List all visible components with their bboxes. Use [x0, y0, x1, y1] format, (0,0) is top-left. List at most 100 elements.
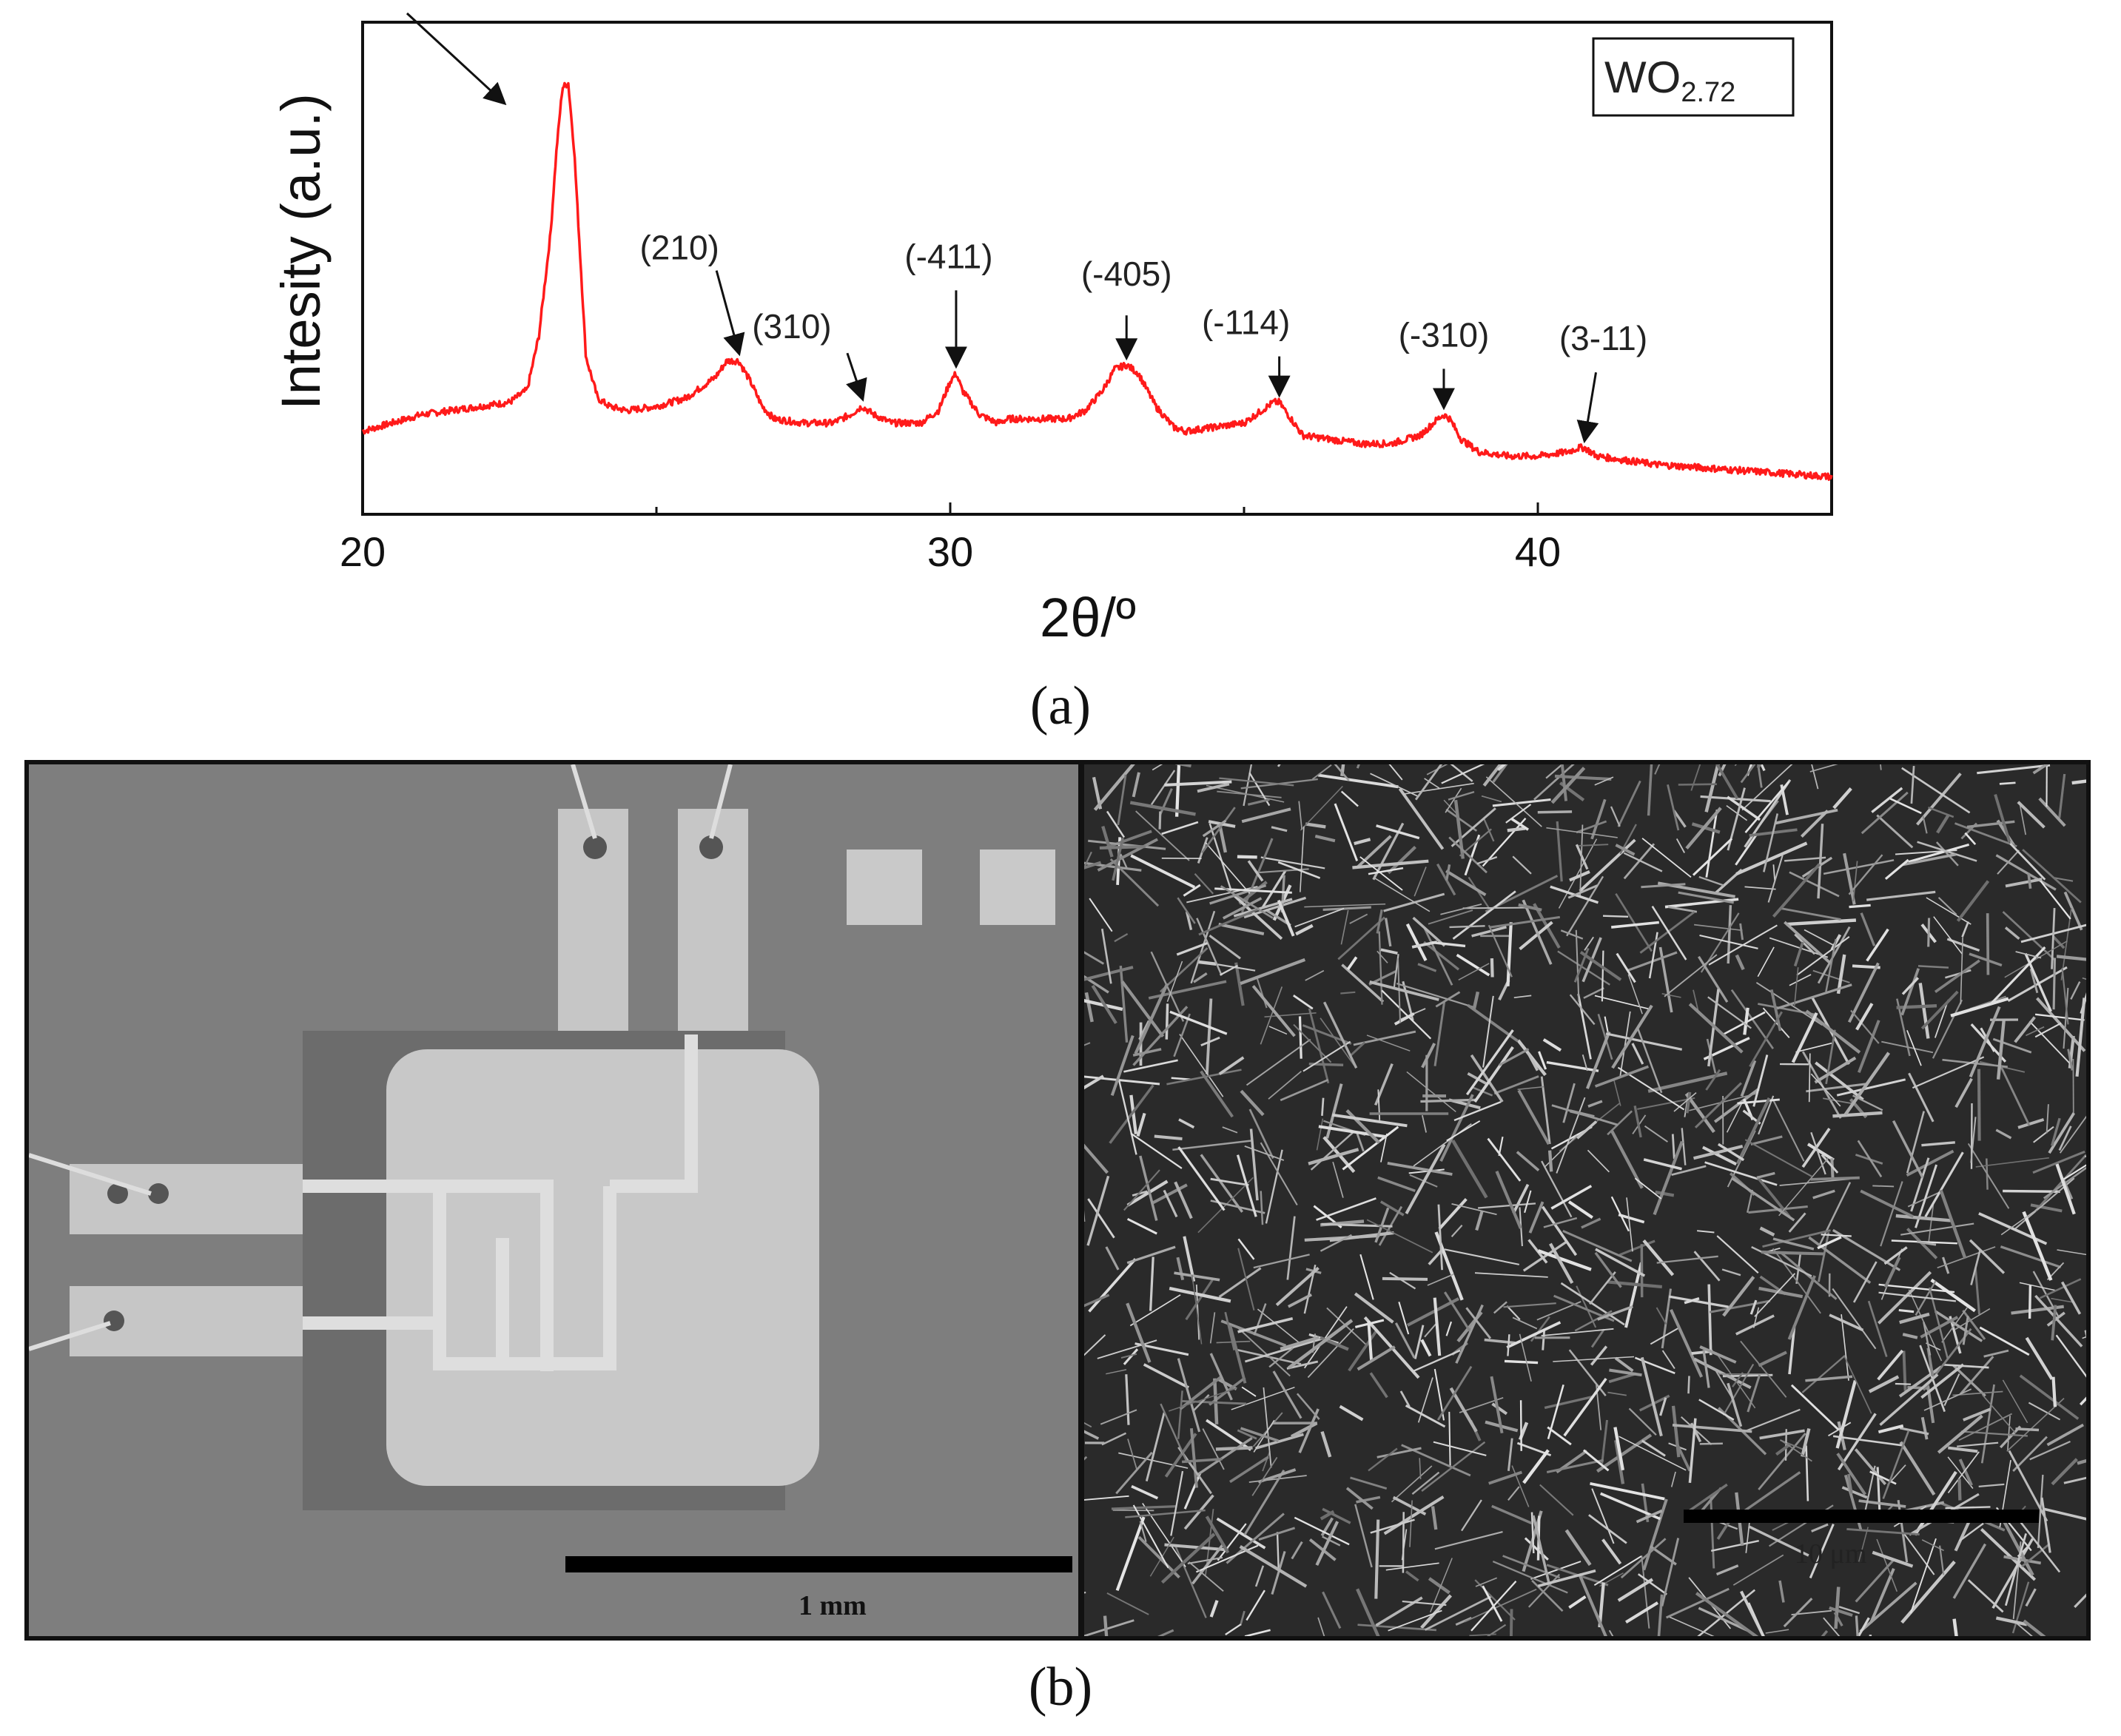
nanowire [1867, 1300, 1888, 1358]
nanowire [1549, 1242, 1574, 1284]
nanowire [1687, 1376, 1690, 1394]
svg-text:WO2.72: WO2.72 [1604, 53, 1735, 108]
nanowire [1209, 823, 1232, 892]
nanowire [1374, 1519, 1380, 1599]
nanowire [2007, 966, 2068, 1002]
nanowire [1507, 1438, 1513, 1471]
nanowire [1352, 859, 1429, 869]
nanowire [1173, 1013, 1191, 1057]
nanowire [1843, 852, 1856, 905]
nanowire [1582, 1449, 1610, 1472]
nanowire [1129, 1094, 1138, 1134]
nanowire [2060, 1281, 2082, 1315]
nanowire [1398, 1302, 1410, 1335]
nanowire [1197, 960, 1217, 966]
nanowire [1934, 1310, 1983, 1342]
nanowire [1860, 1189, 1915, 1218]
nanowire [1817, 926, 1851, 984]
nanowire [1671, 1134, 1675, 1160]
nanowire [1377, 950, 1388, 963]
nanowire [1329, 1231, 1394, 1242]
nanowire [1125, 1374, 1130, 1425]
nanowire [2056, 955, 2086, 961]
nanowire [2034, 1154, 2086, 1212]
nanowire [1694, 1082, 1742, 1128]
nanowire [1106, 810, 1126, 838]
nanowire [1577, 993, 1592, 1060]
nanowire [1958, 1522, 1984, 1542]
nanowire [1556, 1097, 1586, 1174]
nanowire [1426, 764, 1448, 776]
nanowire [1758, 1350, 1787, 1367]
nanowire [1811, 1523, 1829, 1533]
annotation-arrow [406, 12, 507, 106]
nanowire [1739, 1471, 1801, 1515]
nanowire [1084, 851, 1092, 870]
nanowire [1377, 1089, 1381, 1120]
nanowire [1780, 907, 1841, 921]
nanowire [1794, 933, 1816, 955]
nanowire [1995, 854, 2057, 891]
nanowire [1517, 1086, 1544, 1091]
nanowire [1169, 1010, 1228, 1035]
nanowire [1209, 884, 1267, 905]
nanowire [1405, 1570, 1419, 1582]
nanowire [1345, 1487, 1374, 1510]
nanowire [1132, 1048, 1162, 1057]
nanowire [1271, 826, 1288, 832]
nanowire [1626, 1197, 1633, 1252]
nanowire [1814, 1056, 1857, 1084]
nanowire [1528, 1201, 1544, 1234]
nanowire [2000, 1245, 2062, 1269]
nanowire [1291, 1541, 1303, 1560]
nanowire [1772, 1248, 1821, 1314]
nanowire [1222, 1126, 1238, 1134]
nanowire [2005, 878, 2043, 888]
nanowire [1084, 1619, 1135, 1636]
peak-label: (-114) [1202, 303, 1290, 342]
nanowire [1237, 1327, 1291, 1377]
nanowire [1420, 1594, 1453, 1629]
nanowire [1417, 963, 1437, 972]
nanowire [1471, 926, 1507, 938]
nanowire [1244, 1629, 1271, 1636]
x-ticks [361, 502, 1833, 514]
nanowire [1611, 921, 1659, 929]
nanowire [1530, 1512, 1535, 1554]
nanowire [1614, 1439, 1625, 1484]
nanowire [1510, 818, 1529, 831]
side-electrode-top [70, 1164, 303, 1234]
nanowire [1880, 1181, 1903, 1247]
nanowire [1829, 1606, 1853, 1617]
nanowire [1573, 947, 1590, 983]
nanowire [1644, 1125, 1668, 1143]
nanowire [1917, 965, 1949, 969]
nanowire [1248, 1108, 1274, 1160]
nanowire [1744, 886, 1776, 890]
nanowire [1115, 1516, 1146, 1591]
nanowire [1115, 1451, 1153, 1495]
x-tick-label: 20 [340, 528, 386, 575]
nanowire [1681, 1416, 1712, 1445]
nanowire [1446, 1120, 1481, 1142]
nanowire [1876, 814, 1914, 849]
nanowire [1861, 791, 1909, 835]
nanowire [1181, 1457, 1223, 1464]
nanowire [2055, 1163, 2076, 1215]
nanowire [1321, 1097, 1325, 1116]
nanowire [1900, 1222, 1974, 1236]
nanowire [1200, 1036, 1220, 1046]
nanowire [1448, 836, 1488, 874]
nanowire [1832, 787, 1852, 810]
nanowire [1780, 1251, 1838, 1300]
nanowire [1786, 918, 1857, 926]
nanowire [1872, 1550, 1914, 1568]
nanowire [1939, 1545, 1945, 1575]
nanowire [1220, 885, 1274, 919]
nanowire [1659, 1397, 1667, 1416]
nanowire [1109, 858, 1160, 907]
nanowire [1488, 1470, 1523, 1485]
nanowire [1118, 1080, 1137, 1155]
nanowire [1300, 826, 1305, 892]
nanowire [1430, 1558, 1453, 1612]
